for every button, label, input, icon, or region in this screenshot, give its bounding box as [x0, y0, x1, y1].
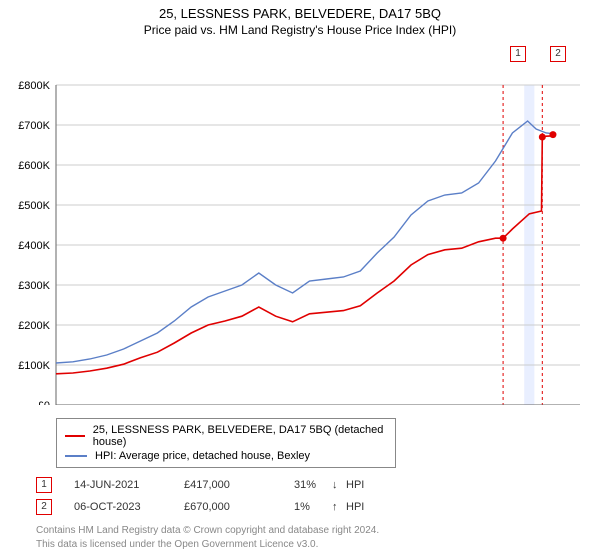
sale-marker-1-icon: 1 [510, 46, 526, 62]
sale-marker-2-icon: 2 [550, 46, 566, 62]
svg-text:£400K: £400K [18, 240, 50, 252]
sale-suffix-2: HPI [346, 501, 364, 513]
footer-line1: Contains HM Land Registry data © Crown c… [36, 524, 600, 538]
chart-title: 25, LESSNESS PARK, BELVEDERE, DA17 5BQ [0, 0, 600, 21]
svg-text:£200K: £200K [18, 320, 50, 332]
footer-attribution: Contains HM Land Registry data © Crown c… [36, 524, 600, 551]
sale-suffix-1: HPI [346, 479, 364, 491]
legend-swatch-series1 [65, 435, 85, 437]
svg-text:£0: £0 [38, 400, 50, 405]
sale-row-1: 1 14-JUN-2021 £417,000 31% ↓ HPI [36, 474, 600, 496]
sale-delta-2: 1% [294, 501, 332, 513]
svg-text:£600K: £600K [18, 160, 50, 172]
legend-row-series2: HPI: Average price, detached house, Bexl… [65, 449, 387, 463]
legend-label-series2: HPI: Average price, detached house, Bexl… [95, 450, 310, 462]
legend-row-series1: 25, LESSNESS PARK, BELVEDERE, DA17 5BQ (… [65, 423, 387, 449]
sale-arrow-1-icon: ↓ [332, 479, 346, 491]
sales-table: 1 14-JUN-2021 £417,000 31% ↓ HPI 2 06-OC… [36, 474, 600, 518]
sale-badge-1: 1 [36, 477, 52, 493]
sale-price-2: £670,000 [184, 501, 294, 513]
sale-row-2: 2 06-OCT-2023 £670,000 1% ↑ HPI [36, 496, 600, 518]
svg-text:£300K: £300K [18, 280, 50, 292]
svg-text:£800K: £800K [18, 80, 50, 92]
sale-price-1: £417,000 [184, 479, 294, 491]
legend-label-series1: 25, LESSNESS PARK, BELVEDERE, DA17 5BQ (… [93, 424, 387, 448]
sale-arrow-2-icon: ↑ [332, 501, 346, 513]
price-chart: £0 £100K £200K £300K £400K £500K £600K £700K £80… [0, 41, 600, 405]
legend-swatch-series2 [65, 455, 87, 457]
legend: 25, LESSNESS PARK, BELVEDERE, DA17 5BQ (… [56, 418, 396, 468]
svg-text:£100K: £100K [18, 360, 50, 372]
sale-badge-2: 2 [36, 499, 52, 515]
sale-date-2: 06-OCT-2023 [74, 501, 184, 513]
sale-date-1: 14-JUN-2021 [74, 479, 184, 491]
footer-line2: This data is licensed under the Open Gov… [36, 538, 600, 552]
svg-text:£500K: £500K [18, 200, 50, 212]
sale-delta-1: 31% [294, 479, 332, 491]
svg-text:£700K: £700K [18, 120, 50, 132]
chart-subtitle: Price paid vs. HM Land Registry's House … [0, 21, 600, 41]
